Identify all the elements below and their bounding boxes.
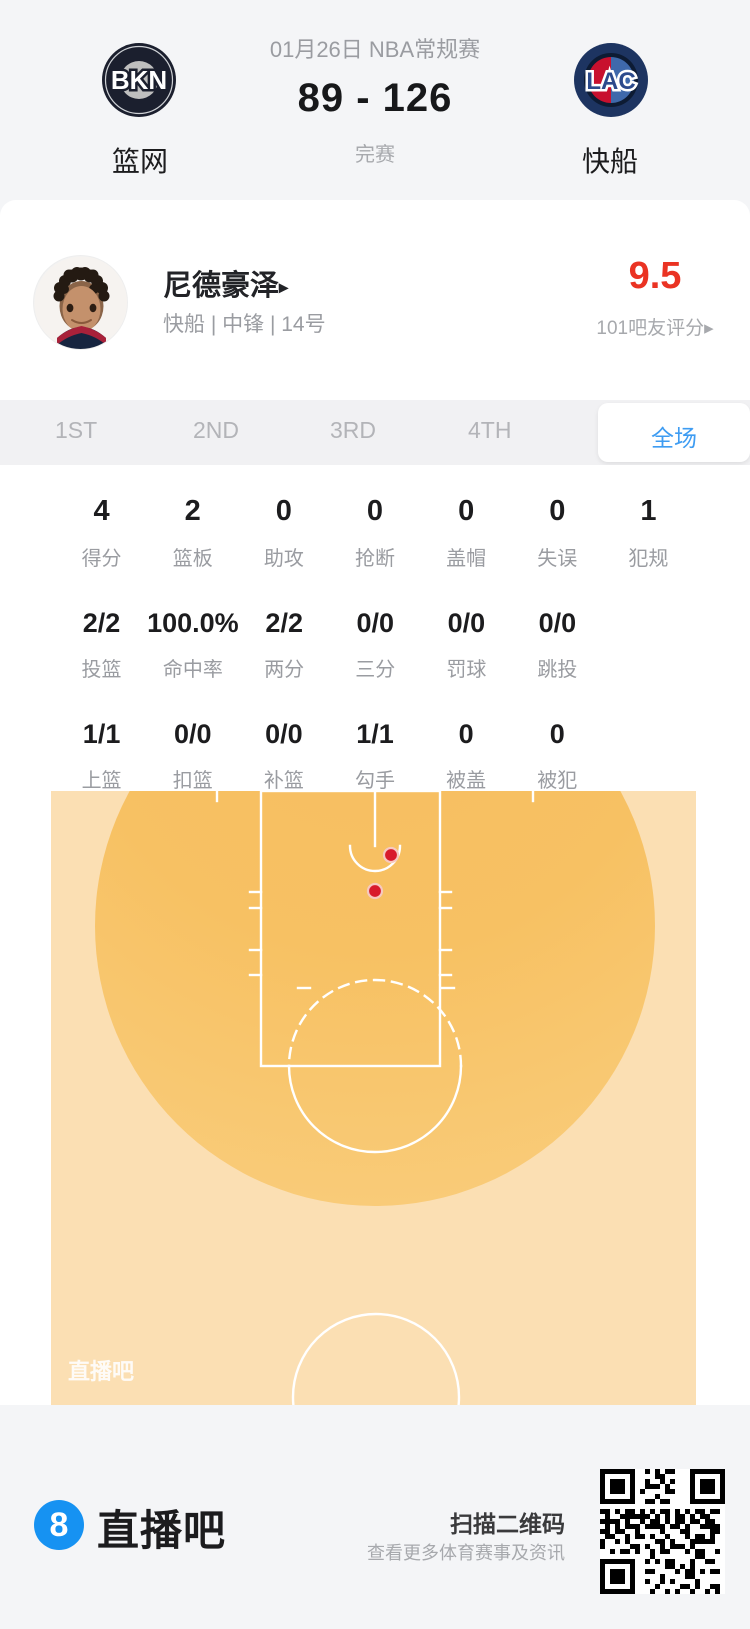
svg-text:直播吧: 直播吧 xyxy=(68,1359,134,1384)
